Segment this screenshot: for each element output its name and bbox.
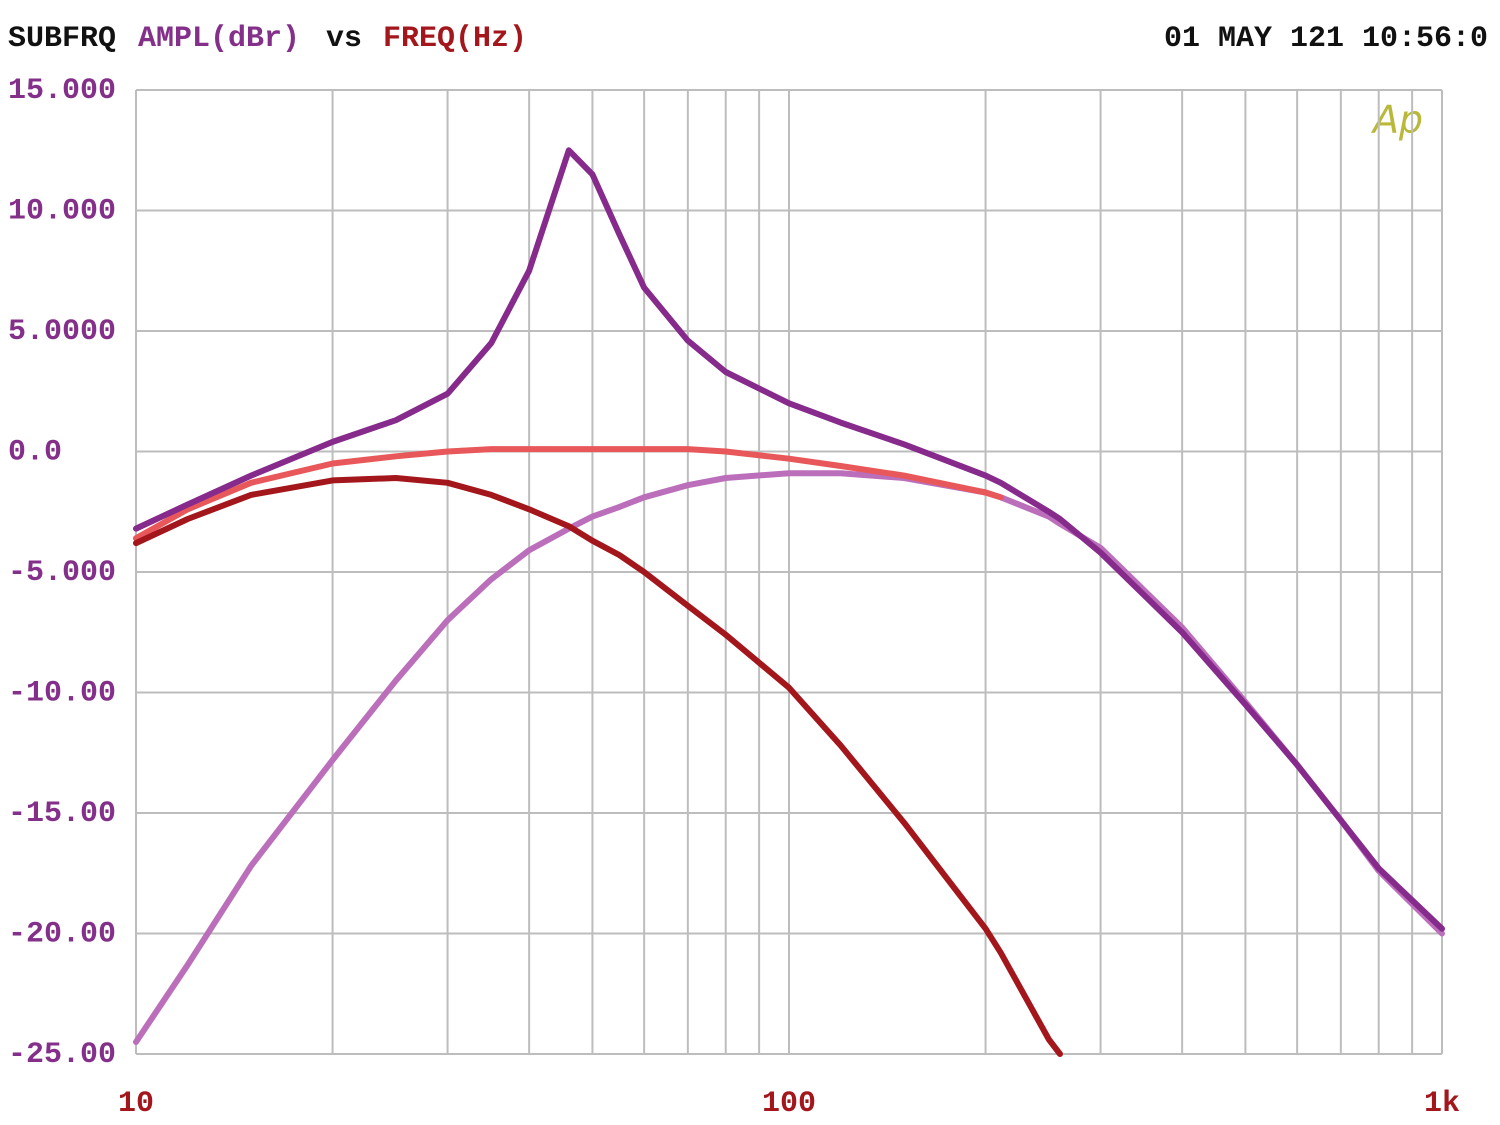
y-tick-label: 0.0	[8, 435, 62, 469]
series-line	[133, 446, 1004, 542]
x-tick-label: 10	[118, 1087, 154, 1121]
y-tick-label: 10.000	[8, 194, 116, 228]
x-axis-label: FREQ(Hz)	[383, 22, 527, 56]
y-tick-label: -20.00	[8, 917, 116, 951]
chart-title: SUBFRQ	[8, 22, 116, 56]
series-line	[133, 147, 1445, 932]
y-tick-label: 15.000	[8, 74, 116, 108]
timestamp: 01 MAY 121 10:56:0	[1164, 22, 1488, 56]
y-tick-label: -5.000	[8, 556, 116, 590]
x-tick-label: 100	[762, 1087, 816, 1121]
y-tick-label: -15.00	[8, 797, 116, 831]
x-tick-label: 1k	[1424, 1087, 1460, 1121]
y-tick-label: 5.0000	[8, 315, 116, 349]
y-axis-label: AMPL(dBr)	[138, 22, 300, 56]
vs-label: vs	[326, 22, 362, 56]
y-tick-label: -10.00	[8, 676, 116, 710]
series-line	[133, 475, 1063, 1057]
y-tick-label: -25.00	[8, 1038, 116, 1072]
